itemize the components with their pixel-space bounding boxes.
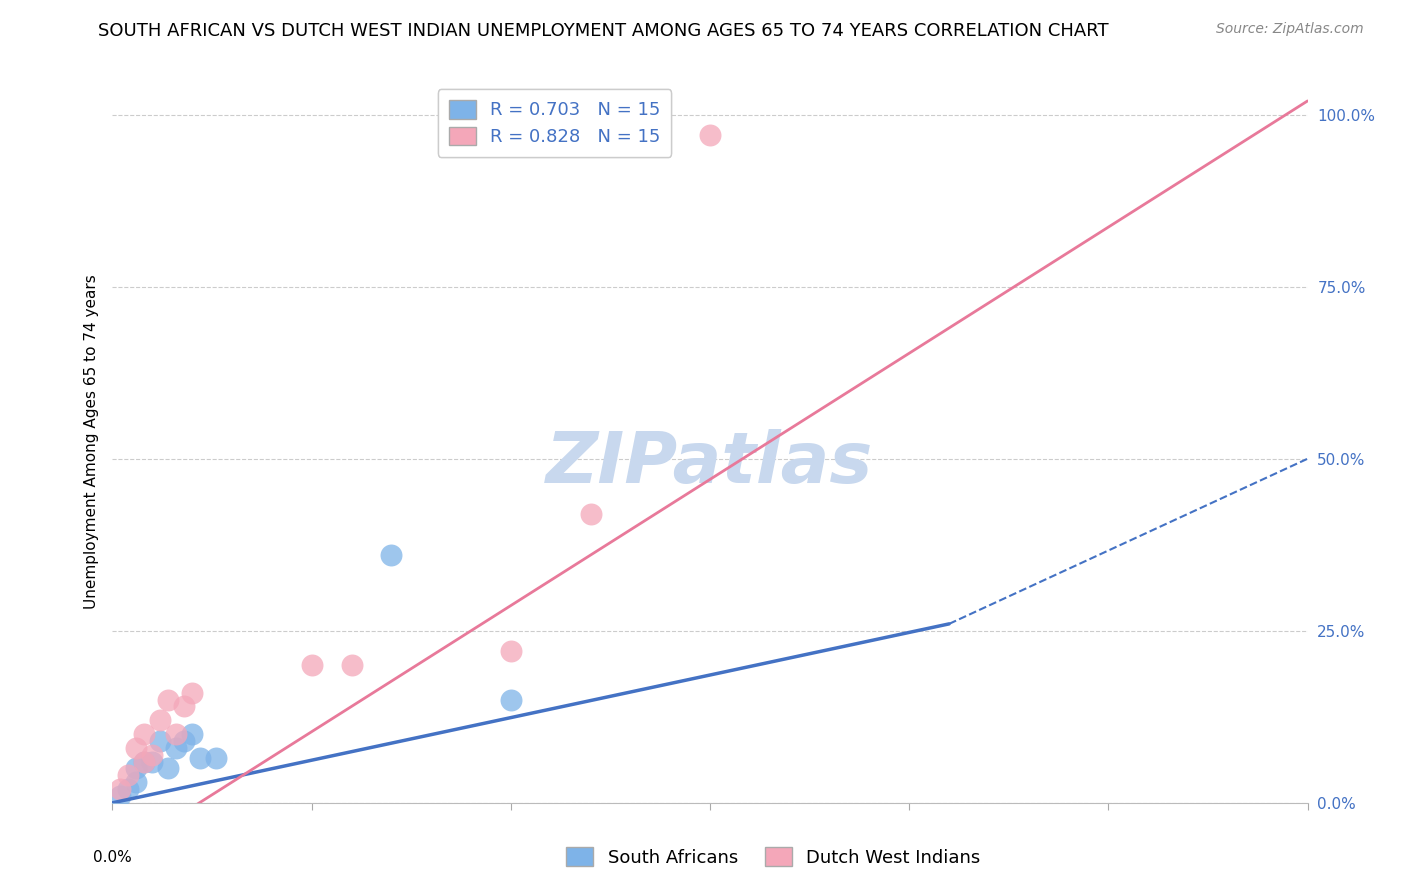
Point [579, 507, 602, 521]
Point [499, 692, 522, 706]
Point [340, 658, 363, 673]
Point [117, 782, 139, 797]
Point [157, 761, 180, 775]
Point [181, 727, 204, 741]
Point [134, 755, 156, 769]
Point [205, 751, 228, 765]
Point [499, 644, 522, 658]
Legend: South Africans, Dutch West Indians: South Africans, Dutch West Indians [558, 840, 988, 874]
Legend: R = 0.703   N = 15, R = 0.828   N = 15: R = 0.703 N = 15, R = 0.828 N = 15 [437, 89, 672, 157]
Text: Source: ZipAtlas.com: Source: ZipAtlas.com [1216, 22, 1364, 37]
Point [141, 755, 163, 769]
Point [173, 699, 195, 714]
Point [134, 755, 156, 769]
Point [149, 734, 172, 748]
Point [181, 686, 204, 700]
Y-axis label: Unemployment Among Ages 65 to 74 years: Unemployment Among Ages 65 to 74 years [83, 274, 98, 609]
Point [173, 734, 195, 748]
Text: ZIPatlas: ZIPatlas [547, 429, 873, 498]
Point [110, 789, 132, 803]
Point [165, 740, 187, 755]
Point [380, 548, 402, 562]
Point [157, 692, 180, 706]
Point [117, 768, 139, 782]
Point [125, 775, 148, 789]
Point [134, 727, 156, 741]
Point [125, 740, 148, 755]
Point [125, 761, 148, 775]
Point [141, 747, 163, 762]
Text: 0.0%: 0.0% [93, 850, 132, 864]
Point [149, 713, 172, 727]
Point [188, 751, 211, 765]
Point [110, 782, 132, 797]
Point [165, 727, 187, 741]
Text: SOUTH AFRICAN VS DUTCH WEST INDIAN UNEMPLOYMENT AMONG AGES 65 TO 74 YEARS CORREL: SOUTH AFRICAN VS DUTCH WEST INDIAN UNEMP… [98, 22, 1109, 40]
Point [699, 128, 721, 143]
Point [301, 658, 323, 673]
